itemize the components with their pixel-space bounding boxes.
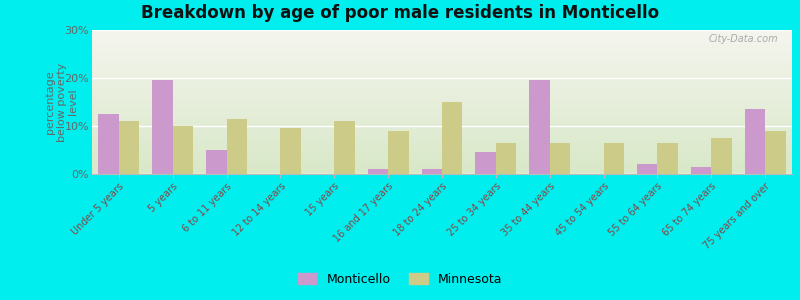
Bar	[442, 102, 462, 174]
Text: Breakdown by age of poor male residents in Monticello: Breakdown by age of poor male residents …	[141, 4, 659, 22]
Bar	[603, 143, 624, 174]
Bar	[496, 143, 516, 174]
Bar	[226, 119, 247, 174]
Bar	[368, 169, 388, 174]
Bar	[765, 131, 786, 174]
Bar	[119, 121, 139, 174]
Bar	[173, 126, 194, 174]
Bar	[550, 143, 570, 174]
Bar	[334, 121, 354, 174]
Bar	[152, 80, 173, 174]
Bar	[637, 164, 658, 174]
Bar	[98, 114, 119, 174]
Bar	[745, 109, 765, 174]
Bar	[658, 143, 678, 174]
Bar	[711, 138, 732, 174]
Bar	[206, 150, 226, 174]
Bar	[530, 80, 550, 174]
Bar	[475, 152, 496, 174]
Bar	[690, 167, 711, 174]
Text: City-Data.com: City-Data.com	[708, 34, 778, 44]
Bar	[388, 131, 409, 174]
Y-axis label: percentage
below poverty
level: percentage below poverty level	[45, 62, 78, 142]
Bar	[422, 169, 442, 174]
Legend: Monticello, Minnesota: Monticello, Minnesota	[293, 268, 507, 291]
Bar	[281, 128, 301, 174]
